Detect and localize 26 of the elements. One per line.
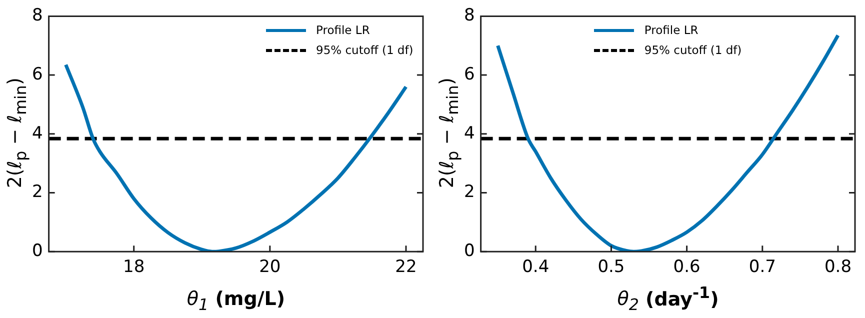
y-tick-label: 4	[464, 123, 475, 144]
legend-label: 95% cutoff (1 df)	[644, 42, 742, 60]
legend-label: 95% cutoff (1 df)	[316, 42, 414, 60]
x-tick-label: 0.4	[522, 257, 550, 278]
y-tick-label: 6	[32, 64, 43, 84]
x-tick-label: 20	[259, 257, 281, 278]
y-tick-label: 6	[464, 64, 475, 84]
x-tick-label: 0.8	[824, 257, 852, 278]
y-tick-label: 4	[32, 123, 43, 144]
y-tick-label: 8	[464, 6, 475, 26]
x-tick-label: 18	[123, 257, 145, 278]
x-tick-label: 0.7	[748, 257, 776, 278]
x-tick-label: 0.6	[673, 257, 700, 278]
y-tick-label: 0	[32, 241, 43, 262]
x-axis-title: θ$_{1}$ (mg/L)	[186, 288, 286, 314]
y-tick-label: 2	[32, 182, 43, 202]
x-tick-label: 22	[395, 257, 417, 278]
line-series	[496, 34, 840, 252]
x-axis-title: θ$_{2}$ (day$^{-1}$)	[616, 282, 720, 314]
line-series	[64, 63, 408, 252]
legend-label: Profile LR	[316, 22, 370, 40]
y-tick-label: 0	[464, 241, 475, 262]
x-tick-label: 0.5	[598, 257, 625, 278]
legend-label: Profile LR	[644, 22, 698, 40]
y-tick-label: 2	[464, 182, 475, 202]
y-tick-label: 8	[32, 6, 43, 26]
